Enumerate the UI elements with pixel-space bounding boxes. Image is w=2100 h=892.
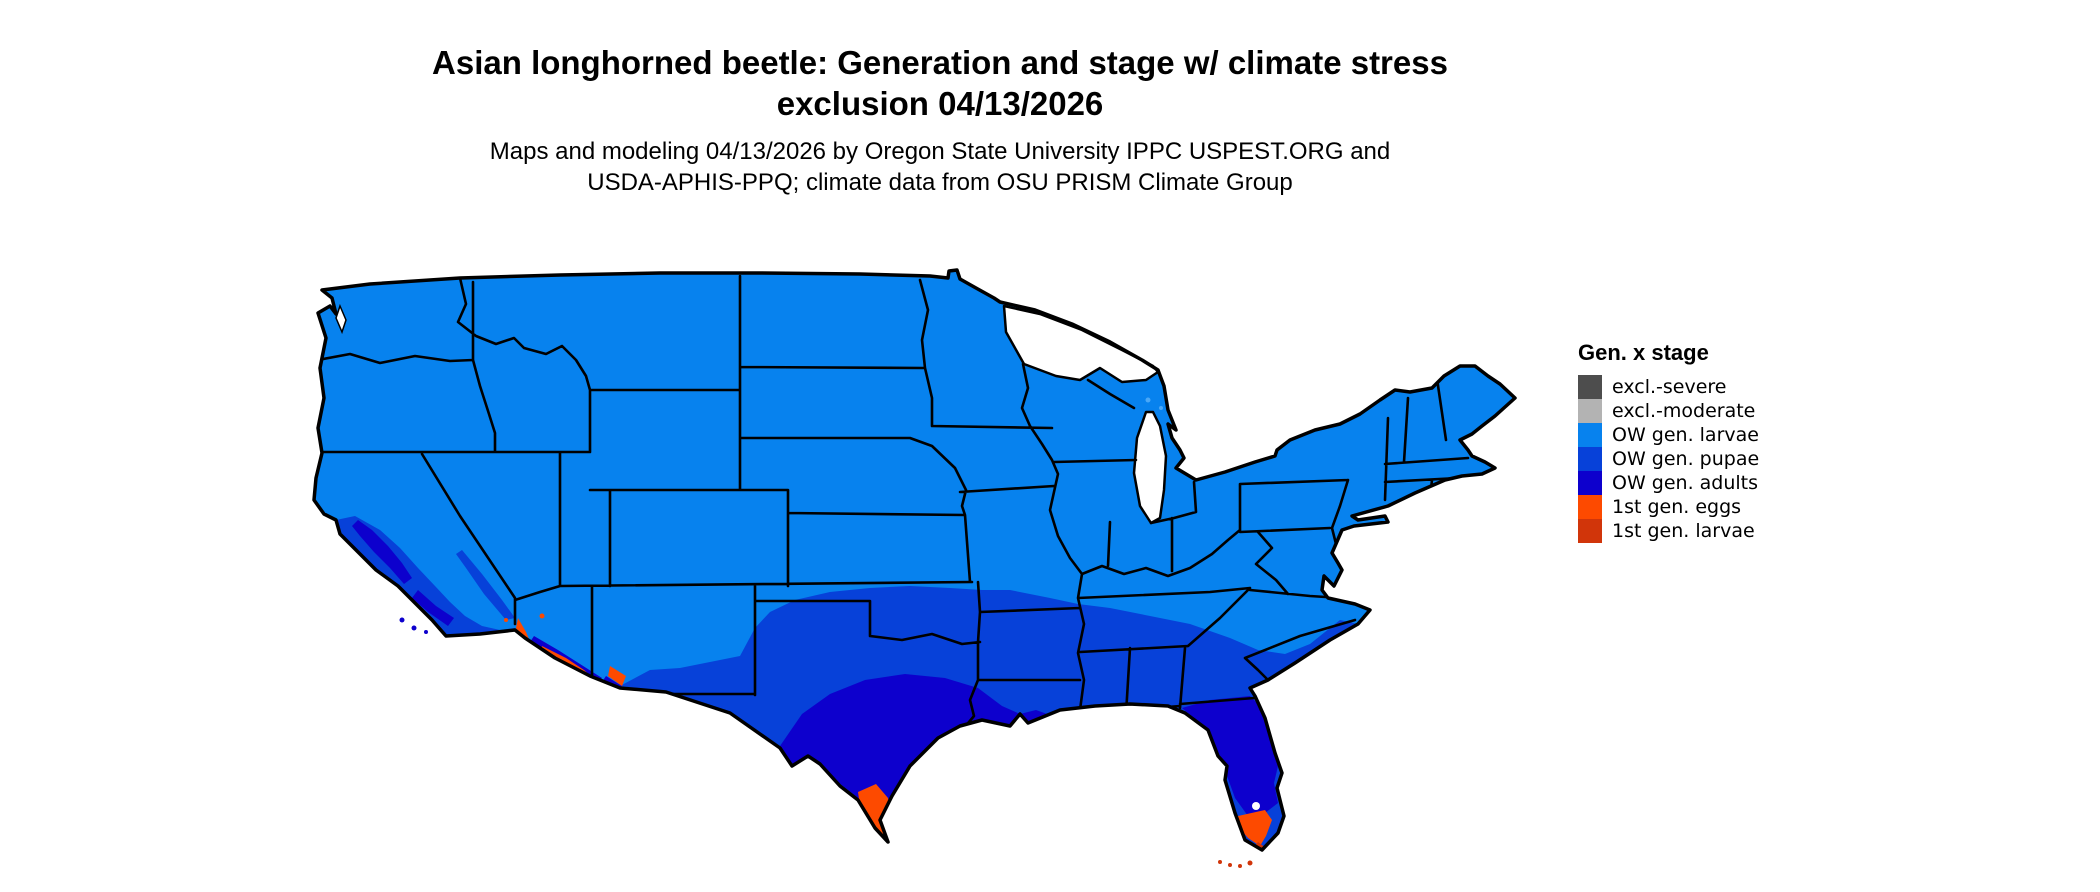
legend-item: 1st gen. larvae <box>1578 519 1759 543</box>
us-map <box>312 268 1517 868</box>
page-title: Asian longhorned beetle: Generation and … <box>0 42 1880 124</box>
header: Asian longhorned beetle: Generation and … <box>0 42 1880 198</box>
legend-label: 1st gen. larvae <box>1612 520 1755 542</box>
legend-swatch-excl-moderate <box>1578 399 1602 423</box>
legend-item: OW gen. adults <box>1578 471 1759 495</box>
legend-title: Gen. x stage <box>1578 340 1709 365</box>
lake-okeechobee <box>1252 802 1260 810</box>
legend-item: excl.-severe <box>1578 375 1759 399</box>
map-container <box>310 268 1540 868</box>
page-subtitle-line1: Maps and modeling 04/13/2026 by Oregon S… <box>489 138 1391 165</box>
channel-islands-dots <box>399 617 428 634</box>
legend-item: 1st gen. eggs <box>1578 495 1759 519</box>
legend-swatch-ow-adults <box>1578 471 1602 495</box>
legend-swatch-excl-severe <box>1578 375 1602 399</box>
legend-swatch-1st-larvae <box>1578 519 1602 543</box>
state-borders <box>316 274 1470 730</box>
page-title-line2: exclusion 04/13/2026 <box>776 85 1104 122</box>
legend-item: OW gen. larvae <box>1578 423 1759 447</box>
legend-swatch-ow-pupae <box>1578 447 1602 471</box>
legend-label: excl.-severe <box>1612 376 1727 398</box>
legend-swatch-ow-larvae <box>1578 423 1602 447</box>
legend-item: OW gen. pupae <box>1578 447 1759 471</box>
legend-label: excl.-moderate <box>1612 400 1756 422</box>
page-subtitle-line2: USDA-APHIS-PPQ; climate data from OSU PR… <box>587 169 1293 196</box>
us-outline <box>312 268 1517 852</box>
legend-label: 1st gen. eggs <box>1612 496 1742 518</box>
puget-sound <box>335 303 347 335</box>
legend: Gen. x stage excl.-severe excl.-moderate… <box>1578 340 1759 543</box>
page-subtitle: Maps and modeling 04/13/2026 by Oregon S… <box>0 136 1880 198</box>
florida-keys-dots <box>1218 860 1253 868</box>
legend-label: OW gen. larvae <box>1612 424 1759 446</box>
legend-label: OW gen. adults <box>1612 472 1759 494</box>
legend-swatch-1st-eggs <box>1578 495 1602 519</box>
page-title-line1: Asian longhorned beetle: Generation and … <box>432 44 1448 81</box>
legend-label: OW gen. pupae <box>1612 448 1760 470</box>
legend-item: excl.-moderate <box>1578 399 1759 423</box>
lake-michigan <box>1132 410 1168 525</box>
